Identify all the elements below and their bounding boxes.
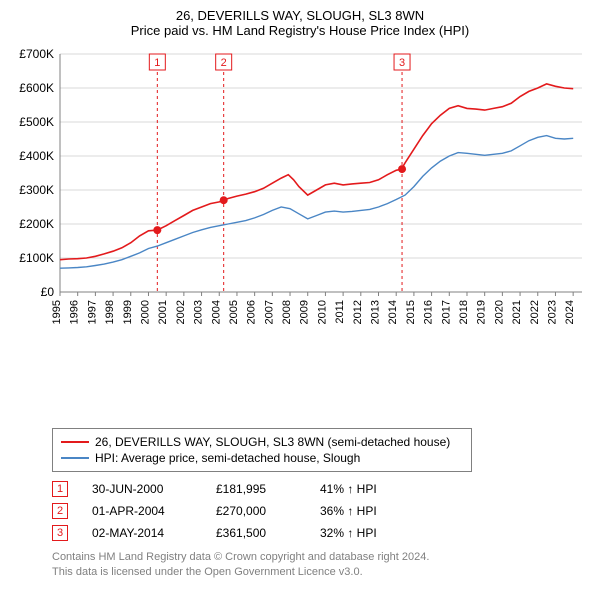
svg-text:£600K: £600K <box>19 81 54 95</box>
svg-text:2: 2 <box>221 57 227 69</box>
svg-text:2008: 2008 <box>281 300 293 324</box>
svg-text:2002: 2002 <box>175 300 187 324</box>
svg-text:2017: 2017 <box>440 300 452 324</box>
legend-swatch <box>61 457 89 459</box>
svg-text:2011: 2011 <box>334 300 346 324</box>
svg-text:3: 3 <box>399 57 405 69</box>
svg-text:£0: £0 <box>41 285 55 299</box>
chart-title: 26, DEVERILLS WAY, SLOUGH, SL3 8WN <box>12 8 588 23</box>
footer-line: Contains HM Land Registry data © Crown c… <box>52 550 588 565</box>
svg-text:2019: 2019 <box>476 300 488 324</box>
svg-text:2001: 2001 <box>157 300 169 324</box>
svg-text:1: 1 <box>154 57 160 69</box>
svg-text:1996: 1996 <box>69 300 81 324</box>
svg-text:£500K: £500K <box>19 115 54 129</box>
svg-text:2009: 2009 <box>299 300 311 324</box>
sale-row: 2 01-APR-2004 £270,000 36% ↑ HPI <box>52 500 588 522</box>
sale-marker: 2 <box>52 503 68 519</box>
sales-table: 1 30-JUN-2000 £181,995 41% ↑ HPI 2 01-APR-200… <box>52 478 588 544</box>
svg-text:2024: 2024 <box>564 300 576 324</box>
svg-text:2021: 2021 <box>511 300 523 324</box>
svg-text:2005: 2005 <box>228 300 240 324</box>
footer-attribution: Contains HM Land Registry data © Crown c… <box>52 550 588 580</box>
legend-label: HPI: Average price, semi-detached house,… <box>95 451 360 465</box>
svg-text:2006: 2006 <box>246 300 258 324</box>
svg-text:2000: 2000 <box>139 300 151 324</box>
svg-text:2014: 2014 <box>387 300 399 324</box>
legend-row: HPI: Average price, semi-detached house,… <box>61 450 463 466</box>
svg-text:2023: 2023 <box>546 300 558 324</box>
sale-date: 30-JUN-2000 <box>92 482 192 496</box>
svg-text:£200K: £200K <box>19 217 54 231</box>
chart-area: £0 £100K £200K £300K £400K £500K £600K £700K 199… <box>12 46 588 420</box>
svg-text:2010: 2010 <box>316 300 328 324</box>
sale-marker: 1 <box>52 481 68 497</box>
chart-subtitle: Price paid vs. HM Land Registry's House … <box>12 23 588 38</box>
svg-text:2016: 2016 <box>423 300 435 324</box>
price-chart: £0 £100K £200K £300K £400K £500K £600K £700K 199… <box>12 46 588 336</box>
svg-text:1995: 1995 <box>51 300 63 324</box>
sale-row: 3 02-MAY-2014 £361,500 32% ↑ HPI <box>52 522 588 544</box>
svg-text:2004: 2004 <box>210 300 222 324</box>
svg-text:£400K: £400K <box>19 149 54 163</box>
sale-price: £181,995 <box>216 482 296 496</box>
svg-text:£100K: £100K <box>19 251 54 265</box>
svg-text:2007: 2007 <box>263 300 275 324</box>
sale-price: £361,500 <box>216 526 296 540</box>
svg-text:2018: 2018 <box>458 300 470 324</box>
legend: 26, DEVERILLS WAY, SLOUGH, SL3 8WN (semi… <box>52 428 472 472</box>
legend-row: 26, DEVERILLS WAY, SLOUGH, SL3 8WN (semi… <box>61 434 463 450</box>
legend-swatch <box>61 441 89 443</box>
sale-date: 01-APR-2004 <box>92 504 192 518</box>
legend-label: 26, DEVERILLS WAY, SLOUGH, SL3 8WN (semi… <box>95 435 450 449</box>
sale-diff: 41% ↑ HPI <box>320 482 410 496</box>
svg-text:£300K: £300K <box>19 183 54 197</box>
svg-text:1997: 1997 <box>86 300 98 324</box>
svg-text:2013: 2013 <box>370 300 382 324</box>
sale-price: £270,000 <box>216 504 296 518</box>
sale-diff: 32% ↑ HPI <box>320 526 410 540</box>
svg-text:1998: 1998 <box>104 300 116 324</box>
svg-text:2015: 2015 <box>405 300 417 324</box>
svg-text:2003: 2003 <box>193 300 205 324</box>
sale-date: 02-MAY-2014 <box>92 526 192 540</box>
footer-line: This data is licensed under the Open Gov… <box>52 565 588 580</box>
svg-text:£700K: £700K <box>19 47 54 61</box>
sale-diff: 36% ↑ HPI <box>320 504 410 518</box>
svg-text:2022: 2022 <box>529 300 541 324</box>
sale-marker: 3 <box>52 525 68 541</box>
svg-text:2012: 2012 <box>352 300 364 324</box>
svg-text:1999: 1999 <box>122 300 134 324</box>
svg-text:2020: 2020 <box>493 300 505 324</box>
sale-row: 1 30-JUN-2000 £181,995 41% ↑ HPI <box>52 478 588 500</box>
